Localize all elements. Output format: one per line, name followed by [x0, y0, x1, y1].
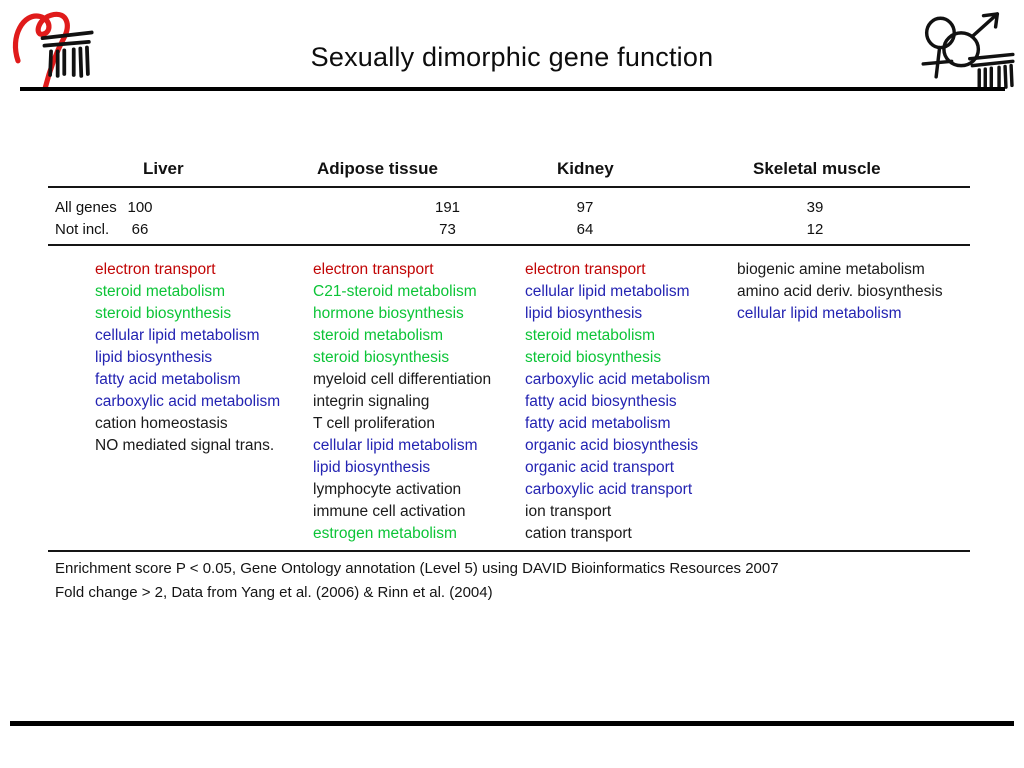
go-term: estrogen metabolism: [313, 525, 457, 542]
column-header-adipose: Adipose tissue: [317, 159, 438, 178]
column-header-liver: Liver: [143, 159, 184, 178]
go-term: cellular lipid metabolism: [95, 327, 260, 344]
go-term-list-adipose: electron transport C21-steroid metabolism…: [313, 259, 491, 545]
go-term: lipid biosynthesis: [95, 349, 213, 366]
column-header-kidney: Kidney: [557, 159, 614, 178]
go-term: fatty acid metabolism: [525, 415, 671, 432]
go-term: T cell proliferation: [313, 415, 436, 432]
slide-title: Sexually dimorphic gene function: [310, 42, 714, 72]
go-term: integrin signaling: [313, 393, 430, 410]
go-term: hormone biosynthesis: [313, 305, 464, 322]
go-term: fatty acid biosynthesis: [525, 393, 677, 410]
footnote-line-1: Enrichment score P < 0.05, Gene Ontology…: [55, 560, 779, 577]
go-term: steroid metabolism: [525, 327, 656, 344]
go-term: electron transport: [95, 261, 216, 278]
go-term: carboxylic acid metabolism: [95, 393, 281, 410]
table-rule-middle: [48, 244, 970, 246]
go-term-list-kidney: electron transport cellular lipid metabol…: [525, 259, 710, 545]
go-term: lipid biosynthesis: [525, 305, 643, 322]
row-label: All genes: [55, 199, 117, 216]
table-rule-bottom: [48, 550, 970, 552]
go-term: C21-steroid metabolism: [313, 283, 477, 300]
go-term: ion transport: [525, 503, 612, 520]
column-header-skeletal-muscle: Skeletal muscle: [753, 159, 881, 178]
go-term: steroid biosynthesis: [525, 349, 662, 366]
heart-institute-logo: [12, 11, 94, 90]
gender-symbols-logo: [921, 12, 1015, 90]
go-term: myeloid cell differentiation: [313, 371, 492, 388]
footnote-line-2: Fold change > 2, Data from Yang et al. (…: [55, 584, 493, 601]
go-term: electron transport: [313, 261, 434, 278]
go-term: immune cell activation: [313, 503, 466, 520]
go-term: cellular lipid metabolism: [525, 283, 690, 300]
row-label: Not incl.: [55, 221, 110, 238]
count-value: 39: [806, 199, 824, 216]
count-value: 100: [127, 199, 153, 216]
count-value: 66: [131, 221, 149, 238]
table-rule-top: [48, 186, 970, 188]
go-term: steroid metabolism: [95, 283, 226, 300]
go-term: cation homeostasis: [95, 415, 228, 432]
go-term: carboxylic acid metabolism: [525, 371, 711, 388]
go-term: organic acid transport: [525, 459, 675, 476]
go-term: carboxylic acid transport: [525, 481, 693, 498]
go-term: biogenic amine metabolism: [737, 261, 925, 278]
go-term: steroid biosynthesis: [313, 349, 450, 366]
count-value: 64: [576, 221, 594, 238]
footer-divider: [10, 721, 1014, 726]
go-term-list-skeletal-muscle: biogenic amine metabolism amino acid deri…: [737, 259, 943, 325]
count-value: 97: [576, 199, 594, 216]
count-value: 73: [439, 221, 456, 238]
count-value: 12: [806, 221, 824, 238]
go-term: lipid biosynthesis: [313, 459, 431, 476]
go-term: fatty acid metabolism: [95, 371, 241, 388]
go-term: steroid biosynthesis: [95, 305, 232, 322]
go-term: organic acid biosynthesis: [525, 437, 699, 454]
go-term: amino acid deriv. biosynthesis: [737, 283, 943, 300]
go-term: cellular lipid metabolism: [737, 305, 902, 322]
table-row-not-included: Not incl. 66 73 64 12: [0, 221, 1024, 241]
go-term: cellular lipid metabolism: [313, 437, 478, 454]
go-term: cation transport: [525, 525, 632, 542]
go-term: electron transport: [525, 261, 646, 278]
table-row-all-genes: All genes 100 191 97 39: [0, 199, 1024, 219]
go-term-list-liver: electron transport steroid metabolism ster…: [95, 259, 280, 457]
go-term: NO mediated signal trans.: [95, 437, 275, 454]
go-term: steroid metabolism: [313, 327, 444, 344]
header-divider: [20, 87, 1005, 91]
count-value: 191: [434, 199, 461, 216]
go-term: lymphocyte activation: [313, 481, 462, 498]
